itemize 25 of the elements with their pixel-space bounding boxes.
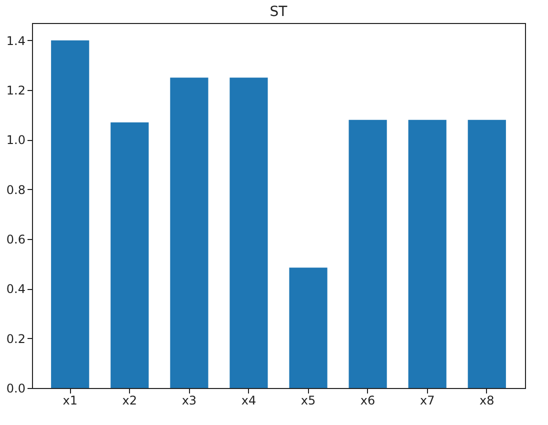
y-tick-label: 1.2	[6, 84, 26, 98]
bar	[408, 120, 446, 388]
x-tick-label: x5	[300, 394, 316, 408]
y-tick-label: 0.0	[6, 382, 26, 396]
x-tick-label: x4	[241, 394, 256, 408]
bar	[230, 78, 268, 388]
x-tick-label: x7	[420, 394, 435, 408]
bar	[110, 122, 149, 388]
bar	[51, 40, 90, 388]
chart-title: ST	[270, 4, 288, 20]
bar	[468, 120, 506, 388]
x-tick-label: x6	[360, 394, 376, 408]
y-tick-label: 0.6	[6, 232, 26, 247]
x-tick-label: x1	[62, 394, 78, 408]
y-tick-label: 1.0	[6, 133, 26, 148]
y-tick-label: 1.4	[6, 34, 26, 48]
x-tick-label: x3	[182, 394, 197, 408]
bar	[289, 268, 328, 388]
x-tick-label: x2	[122, 394, 138, 408]
y-tick-label: 0.2	[6, 332, 26, 346]
y-tick-label: 0.4	[6, 282, 26, 296]
y-tick-label: 0.8	[6, 182, 26, 197]
x-tick-label: x8	[480, 394, 494, 408]
bar	[170, 78, 208, 388]
bar	[348, 120, 387, 388]
